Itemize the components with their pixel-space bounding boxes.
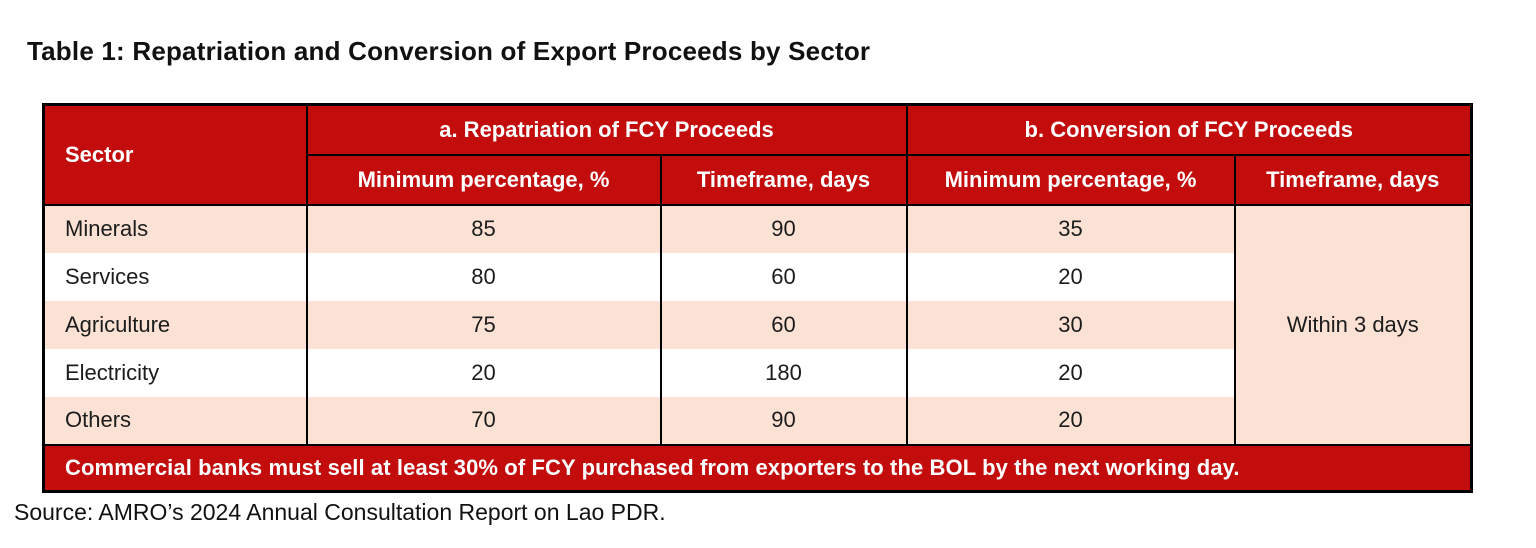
sector-label: Services — [42, 252, 308, 301]
repatriation-min-value: 85 — [305, 204, 662, 253]
header-sub-row: Minimum percentage, % Timeframe, days Mi… — [44, 153, 1473, 206]
conversion-min-value: 30 — [905, 300, 1236, 349]
repatriation-timeframe-value: 60 — [659, 300, 908, 349]
header-group-row: Sector a. Repatriation of FCY Proceeds b… — [42, 103, 1473, 206]
table-row-others: Others 70 90 20 — [42, 396, 1472, 445]
repatriation-min-value: 70 — [305, 396, 662, 445]
table-title: Table 1: Repatriation and Conversion of … — [27, 36, 871, 66]
table-body: Minerals 85 90 35 Within 3 days Services… — [42, 203, 1473, 446]
column-header-repatriation-min-percentage: Minimum percentage, % — [305, 153, 662, 206]
column-group-conversion: b. Conversion of FCY Proceeds — [905, 103, 1473, 156]
repatriation-timeframe-value: 90 — [659, 204, 908, 253]
table-footnote-row: Commercial banks must sell at least 30% … — [42, 443, 1473, 493]
repatriation-min-value: 75 — [305, 300, 662, 349]
conversion-min-value: 20 — [905, 396, 1236, 445]
table-row-electricity: Electricity 20 180 20 — [42, 348, 1472, 397]
sector-label: Others — [42, 396, 308, 445]
conversion-timeframe-merged-cell: Within 3 days — [1233, 203, 1473, 446]
export-proceeds-table: Sector a. Repatriation of FCY Proceeds b… — [42, 103, 1474, 493]
table-row-minerals: Minerals 85 90 35 Within 3 days — [42, 203, 1473, 446]
conversion-min-value: 20 — [905, 348, 1236, 397]
sector-label: Minerals — [42, 204, 308, 253]
repatriation-timeframe-value: 90 — [659, 396, 908, 445]
table-row-agriculture: Agriculture 75 60 30 — [42, 300, 1472, 349]
conversion-min-value: 20 — [905, 252, 1236, 301]
column-header-repatriation-timeframe: Timeframe, days — [659, 153, 908, 206]
column-header-conversion-min-percentage: Minimum percentage, % — [905, 153, 1236, 206]
conversion-min-value: 35 — [905, 204, 1236, 253]
column-header-conversion-timeframe: Timeframe, days — [1233, 153, 1473, 206]
repatriation-timeframe-value: 180 — [659, 348, 908, 397]
sector-label: Agriculture — [42, 300, 308, 349]
sector-label: Electricity — [42, 348, 308, 397]
source-note: Source: AMRO’s 2024 Annual Consultation … — [14, 499, 666, 525]
table-header: Sector a. Repatriation of FCY Proceeds b… — [42, 103, 1473, 206]
repatriation-min-value: 80 — [305, 252, 662, 301]
repatriation-timeframe-value: 60 — [659, 252, 908, 301]
repatriation-min-value: 20 — [305, 348, 662, 397]
column-header-sector: Sector — [42, 103, 308, 206]
table-row-services: Services 80 60 20 — [42, 252, 1472, 301]
column-group-repatriation: a. Repatriation of FCY Proceeds — [305, 103, 908, 156]
footnote-text: Commercial banks must sell at least 30% … — [42, 443, 1473, 493]
